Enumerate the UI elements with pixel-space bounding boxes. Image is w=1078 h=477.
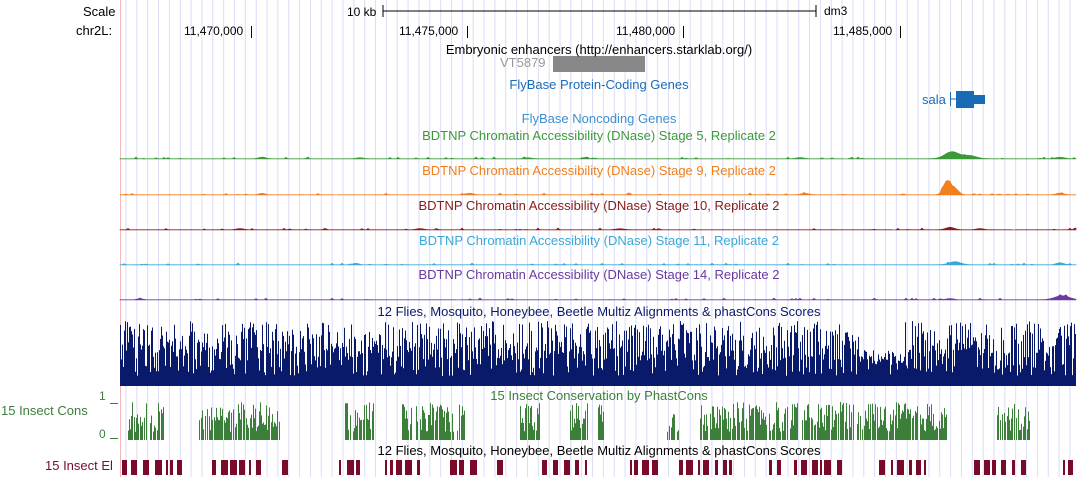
gene-exon[interactable]: [974, 95, 985, 104]
enhancers-track-title[interactable]: Embryonic enhancers (http://enhancers.st…: [445, 42, 753, 57]
chrom-label: chr2L:: [76, 23, 113, 38]
multiz-repeat-track-title[interactable]: 12 Flies, Mosquito, Honeybee, Beetle Mul…: [377, 443, 821, 458]
dnase-stage11-signal[interactable]: [119, 261, 1077, 266]
scale-label: Scale: [83, 4, 116, 19]
scale-bar-label: 10 kb: [347, 5, 377, 19]
noncoding-track-title[interactable]: FlyBase Noncoding Genes: [521, 111, 677, 126]
dnase-stage14-signal[interactable]: [119, 294, 1077, 301]
multiz-track-title[interactable]: 12 Flies, Mosquito, Honeybee, Beetle Mul…: [377, 304, 821, 319]
assembly-label: dm3: [824, 4, 848, 18]
gene-exon[interactable]: [956, 91, 974, 108]
phastcons-axis-max: 1: [99, 389, 106, 403]
conserved-elements[interactable]: [122, 460, 1073, 475]
dnase-stage14-track-title[interactable]: BDTNP Chromatin Accessibility (DNase) St…: [418, 267, 780, 282]
dnase-stage11-track-title[interactable]: BDTNP Chromatin Accessibility (DNase) St…: [418, 233, 780, 248]
dnase-stage9-signal[interactable]: [119, 180, 1077, 196]
ruler-tick-label: 11,480,000: [616, 24, 676, 38]
enhancer-feature-label[interactable]: VT5879: [500, 55, 546, 70]
dnase-stage9-track-title[interactable]: BDTNP Chromatin Accessibility (DNase) St…: [422, 163, 776, 178]
phastcons-side-label[interactable]: 15 Insect Cons: [1, 403, 88, 418]
phastcons-signal[interactable]: [128, 402, 1030, 440]
dnase-stage5-track-title[interactable]: BDTNP Chromatin Accessibility (DNase) St…: [422, 128, 776, 143]
phastcons-axis-min: 0: [99, 427, 106, 441]
elements-side-label[interactable]: 15 Insect El: [45, 458, 113, 473]
dnase-stage10-track-title[interactable]: BDTNP Chromatin Accessibility (DNase) St…: [418, 198, 780, 213]
phastcons-track-title[interactable]: 15 Insect Conservation by PhastCons: [490, 388, 708, 403]
enhancer-feature-VT5879[interactable]: [553, 56, 645, 72]
multiz-conservation-wiggle[interactable]: [120, 321, 1076, 386]
ruler-tick-label: 11,470,000: [184, 24, 244, 38]
protein-coding-track-title[interactable]: FlyBase Protein-Coding Genes: [509, 77, 689, 92]
ruler-tick-label: 11,485,000: [833, 24, 893, 38]
ruler-tick-label: 11,475,000: [399, 24, 459, 38]
gene-label-sala[interactable]: sala: [922, 92, 946, 107]
dnase-stage5-signal[interactable]: [119, 151, 1077, 160]
dnase-stage10-signal[interactable]: [119, 226, 1077, 231]
